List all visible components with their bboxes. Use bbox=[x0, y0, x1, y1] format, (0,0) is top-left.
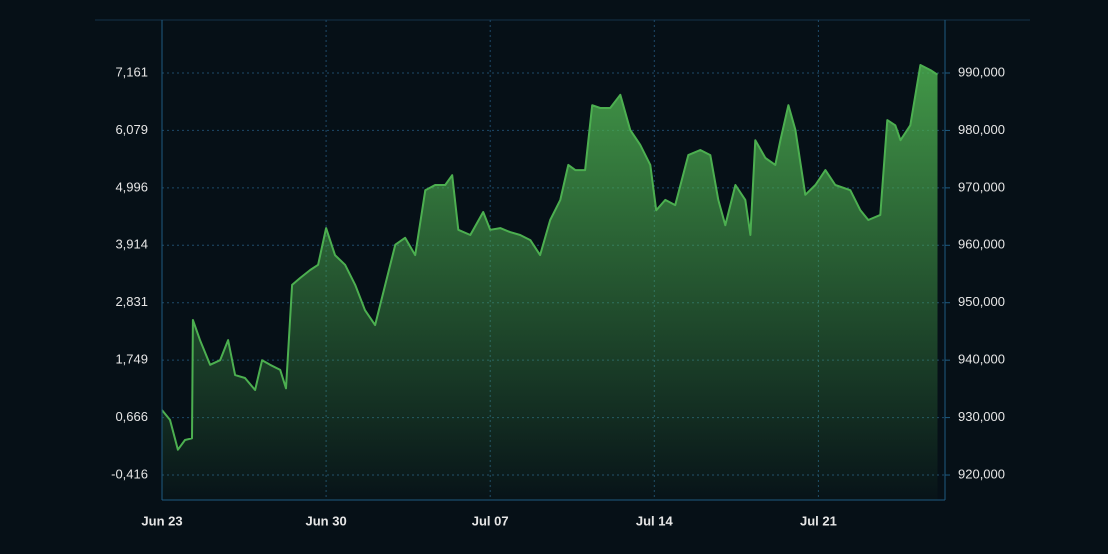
y-tick-label: 0,666 bbox=[115, 409, 148, 424]
x-tick-label: Jul 14 bbox=[636, 513, 674, 528]
y-tick-label: 2,831 bbox=[115, 294, 148, 309]
x-tick-label: Jun 23 bbox=[141, 513, 182, 528]
y2-tick-label: 940,000 bbox=[958, 352, 1005, 367]
x-tick-label: Jul 21 bbox=[800, 513, 837, 528]
y-tick-label: 6,079 bbox=[115, 122, 148, 137]
area bbox=[162, 65, 938, 500]
y-tick-label: 1,749 bbox=[115, 352, 148, 367]
y-tick-label: 4,996 bbox=[115, 179, 148, 194]
y2-tick-label: 970,000 bbox=[958, 179, 1005, 194]
line bbox=[161, 64, 939, 451]
y2-tick-label: 960,000 bbox=[958, 237, 1005, 252]
y-tick-label: -0,416 bbox=[111, 466, 148, 481]
y2-tick-label: 930,000 bbox=[958, 409, 1005, 424]
y2-tick-label: 920,000 bbox=[958, 466, 1005, 481]
y-tick-label: 3,914 bbox=[115, 237, 148, 252]
y2-tick-label: 980,000 bbox=[958, 122, 1005, 137]
x-tick-label: Jun 30 bbox=[306, 513, 347, 528]
y-tick-label: 7,161 bbox=[115, 64, 148, 79]
y2-tick-label: 950,000 bbox=[958, 294, 1005, 309]
y2-tick-label: 990,000 bbox=[958, 64, 1005, 79]
x-tick-label: Jul 07 bbox=[472, 513, 509, 528]
